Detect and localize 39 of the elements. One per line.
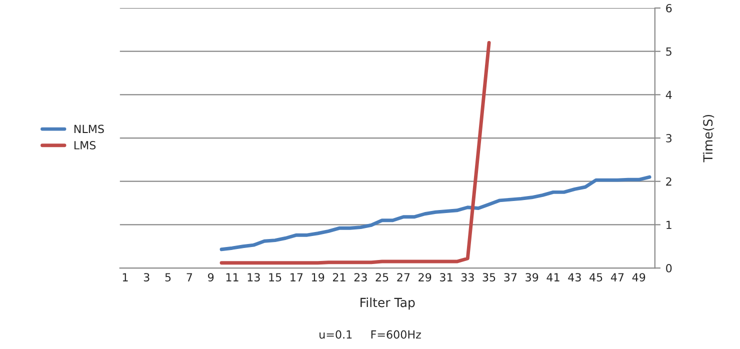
y-tick-label: 4 [666, 90, 672, 99]
y-tick-label: 0 [666, 264, 672, 272]
x-tick-label: 39 [526, 273, 538, 282]
x-tick-label: 11 [226, 273, 238, 282]
x-tick-label: 33 [461, 273, 474, 282]
x-tick-label: 9 [208, 273, 214, 282]
y-tick-label: 2 [666, 177, 672, 186]
x-tick-label: 27 [397, 273, 410, 282]
line-series [220, 175, 652, 252]
x-tick-label: 29 [418, 273, 432, 282]
x-axis-title: Filter Tap [360, 298, 415, 310]
x-tick-label: 7 [186, 273, 192, 282]
y-tick-label: 3 [666, 134, 672, 142]
x-tick-label: 19 [312, 273, 324, 282]
x-tick-label: 43 [568, 273, 581, 282]
legend-label: LMS [74, 141, 96, 150]
x-tick-label: 45 [590, 273, 602, 282]
x-tick-label: 21 [332, 273, 346, 282]
x-tick-label: 41 [546, 273, 560, 282]
y-tick-label: 5 [666, 47, 672, 56]
x-tick-label: 23 [354, 273, 367, 282]
x-tick-label: 13 [248, 273, 260, 282]
x-tick-label: 15 [269, 273, 282, 282]
x-tick-label: 5 [165, 273, 171, 282]
x-tick-label: 35 [482, 273, 496, 282]
x-tick-label: 37 [504, 273, 517, 282]
y-tick-label: 1 [666, 220, 672, 229]
x-tick-label: 3 [144, 273, 150, 282]
y-axis-title: Time(S) [702, 114, 714, 162]
x-tick-label: 1 [122, 273, 128, 282]
y-tick-label: 6 [666, 4, 672, 12]
x-tick-label: 49 [632, 273, 646, 282]
line-series [220, 40, 491, 265]
text: u=0.1 F=600Hz [320, 330, 421, 339]
x-tick-label: 17 [290, 273, 303, 282]
x-tick-label: 47 [610, 273, 624, 282]
x-tick-label: 25 [376, 273, 388, 282]
x-tick-label: 31 [440, 273, 452, 282]
legend-label: NLMS [74, 124, 104, 134]
